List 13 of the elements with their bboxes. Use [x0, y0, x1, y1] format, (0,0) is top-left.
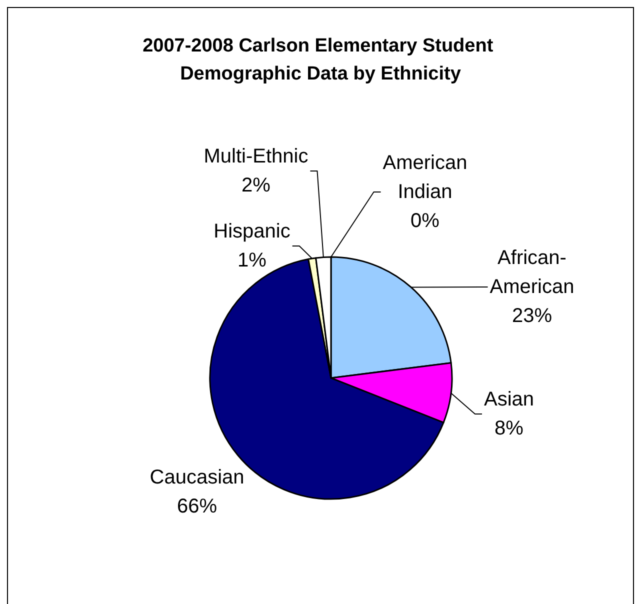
slice-label: Multi-Ethnic — [204, 146, 308, 168]
data-label: 2% — [242, 174, 271, 196]
data-label: 1% — [238, 250, 267, 272]
chart-title: 2007-2008 Carlson Elementary Student Demographic Data by Ethnicity — [142, 36, 498, 84]
slice-label: African-American — [490, 247, 574, 298]
data-label: 23% — [512, 305, 552, 327]
text: 0% — [410, 210, 440, 232]
slice-label: Hispanic — [214, 220, 290, 242]
data-label: 8% — [494, 418, 524, 440]
data-label: 66% — [176, 496, 218, 518]
slice-label: Asian — [484, 388, 534, 410]
category-label: American Indian — [382, 152, 468, 203]
slice-label: Caucasian — [150, 466, 244, 488]
